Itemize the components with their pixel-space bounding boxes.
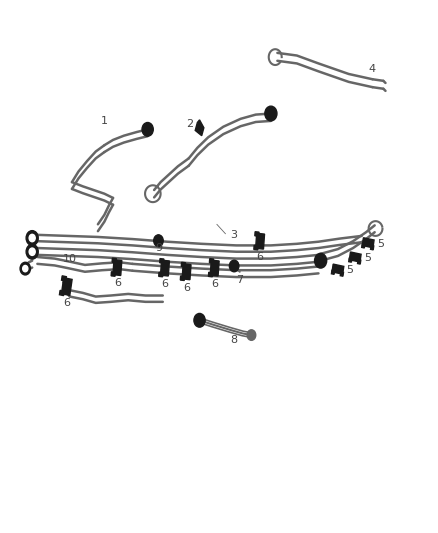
- Bar: [350, 252, 361, 262]
- Circle shape: [26, 231, 38, 245]
- Bar: [362, 238, 374, 248]
- Circle shape: [23, 265, 28, 272]
- Bar: [208, 272, 213, 277]
- Text: 6: 6: [114, 278, 121, 288]
- Bar: [112, 258, 117, 263]
- Circle shape: [194, 313, 205, 327]
- Circle shape: [20, 262, 31, 275]
- Text: 2: 2: [186, 119, 193, 129]
- Bar: [349, 258, 352, 262]
- Text: 5: 5: [364, 253, 371, 263]
- Circle shape: [29, 248, 35, 255]
- Text: 9: 9: [155, 243, 162, 253]
- Circle shape: [265, 106, 277, 121]
- Bar: [61, 278, 72, 295]
- Circle shape: [142, 123, 153, 136]
- Bar: [357, 260, 361, 264]
- Bar: [113, 260, 122, 276]
- Text: 6: 6: [63, 298, 70, 309]
- Text: 4: 4: [368, 64, 375, 74]
- Text: 6: 6: [257, 252, 264, 262]
- Bar: [332, 270, 335, 274]
- Text: 8: 8: [230, 335, 238, 345]
- Bar: [62, 276, 67, 281]
- Bar: [60, 290, 64, 296]
- Bar: [160, 259, 164, 263]
- Text: 6: 6: [183, 282, 190, 293]
- Bar: [255, 232, 259, 236]
- Text: 5: 5: [346, 265, 353, 275]
- Text: 3: 3: [230, 230, 237, 240]
- Bar: [371, 245, 374, 250]
- Polygon shape: [195, 120, 204, 136]
- Bar: [332, 264, 344, 274]
- Bar: [254, 245, 258, 250]
- Bar: [340, 272, 343, 276]
- Circle shape: [154, 235, 163, 246]
- Bar: [180, 276, 184, 280]
- Bar: [181, 262, 186, 267]
- Circle shape: [230, 260, 239, 272]
- Text: 7: 7: [236, 274, 244, 285]
- Text: 6: 6: [162, 279, 169, 289]
- Bar: [210, 260, 219, 276]
- Circle shape: [247, 330, 256, 341]
- Text: 6: 6: [211, 279, 218, 289]
- Bar: [209, 259, 214, 263]
- Bar: [362, 244, 365, 248]
- Circle shape: [314, 253, 327, 268]
- Text: 10: 10: [63, 254, 77, 264]
- Circle shape: [26, 244, 38, 259]
- Bar: [159, 272, 163, 277]
- Bar: [256, 233, 265, 249]
- Text: 1: 1: [101, 116, 108, 126]
- Circle shape: [29, 235, 35, 241]
- Bar: [182, 264, 191, 280]
- Bar: [111, 272, 115, 276]
- Bar: [160, 260, 170, 276]
- Text: 5: 5: [377, 239, 384, 249]
